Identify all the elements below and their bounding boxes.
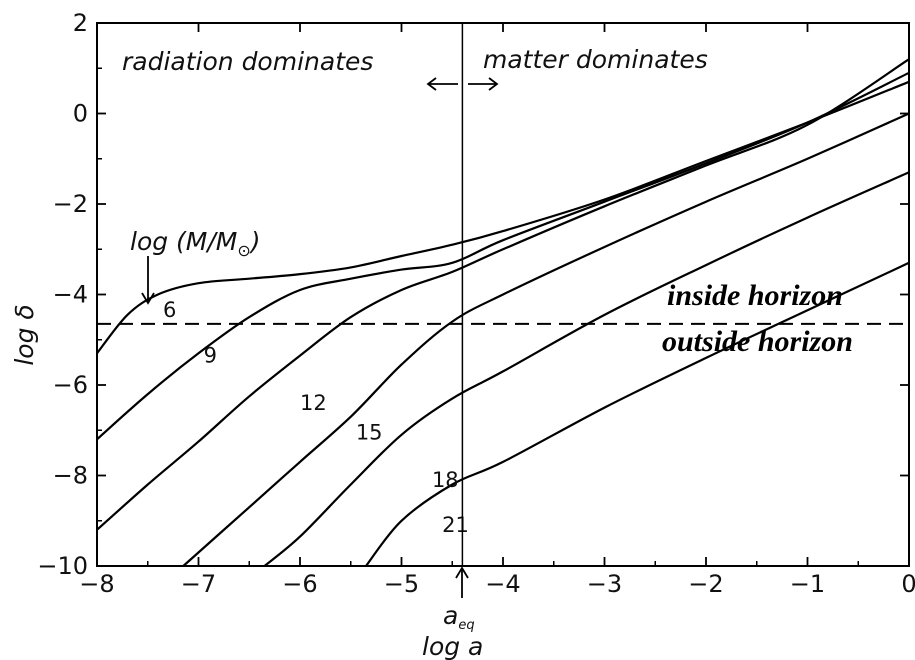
curve-labels: 6 9 12 15 18 21	[163, 298, 469, 537]
x-tick-label: −5	[384, 570, 419, 598]
x-tick-label: −2	[688, 570, 723, 598]
outside-horizon-text: outside horizon	[662, 325, 853, 358]
series-line-18	[263, 171, 910, 567]
mass-label: log (M/M⊙)	[130, 227, 261, 260]
series-label-12: 12	[300, 391, 327, 415]
x-axis-label: log a	[422, 632, 483, 660]
series-line-12	[96, 58, 910, 531]
domination-arrows	[426, 77, 499, 91]
y-tick-label: −10	[37, 552, 88, 580]
series-line-9	[96, 71, 910, 441]
series-label-21: 21	[442, 513, 469, 537]
y-tick-label: 2	[73, 9, 88, 37]
y-tick-label: −8	[53, 462, 88, 490]
x-tick-label: −4	[485, 570, 520, 598]
mass-arrow	[141, 256, 155, 305]
matter-dominates-text: matter dominates	[483, 45, 708, 74]
inside-horizon-text: inside horizon	[667, 279, 843, 312]
x-tick-label: 0	[901, 570, 915, 598]
series-line-15	[182, 112, 910, 567]
x-tick-label: −6	[282, 570, 317, 598]
x-tick-label: −7	[181, 570, 216, 598]
series-line-6	[96, 80, 910, 354]
curves	[96, 58, 910, 567]
series-label-18: 18	[432, 468, 459, 492]
y-tick-label: −2	[53, 190, 88, 218]
series-line-21	[365, 261, 910, 567]
aeq-label: aeq	[443, 601, 475, 633]
series-label-15: 15	[356, 420, 383, 444]
axis-ticks: −8 −7 −6 −5 −4 −3 −2 −1 020−2−4−6−8−10	[37, 9, 915, 598]
y-axis-label: log δ	[10, 304, 39, 365]
sun-subscript: ⊙	[237, 241, 250, 260]
x-tick-label: −8	[79, 570, 114, 598]
series-label-6: 6	[163, 298, 176, 322]
y-tick-label: −6	[53, 371, 88, 399]
aeq-arrow	[455, 566, 469, 598]
y-tick-label: 0	[73, 100, 88, 128]
radiation-dominates-text: radiation dominates	[122, 47, 373, 76]
x-tick-label: −1	[790, 570, 825, 598]
x-tick-label: −3	[587, 570, 622, 598]
series-label-9: 9	[204, 343, 217, 367]
y-tick-label: −4	[53, 281, 88, 309]
